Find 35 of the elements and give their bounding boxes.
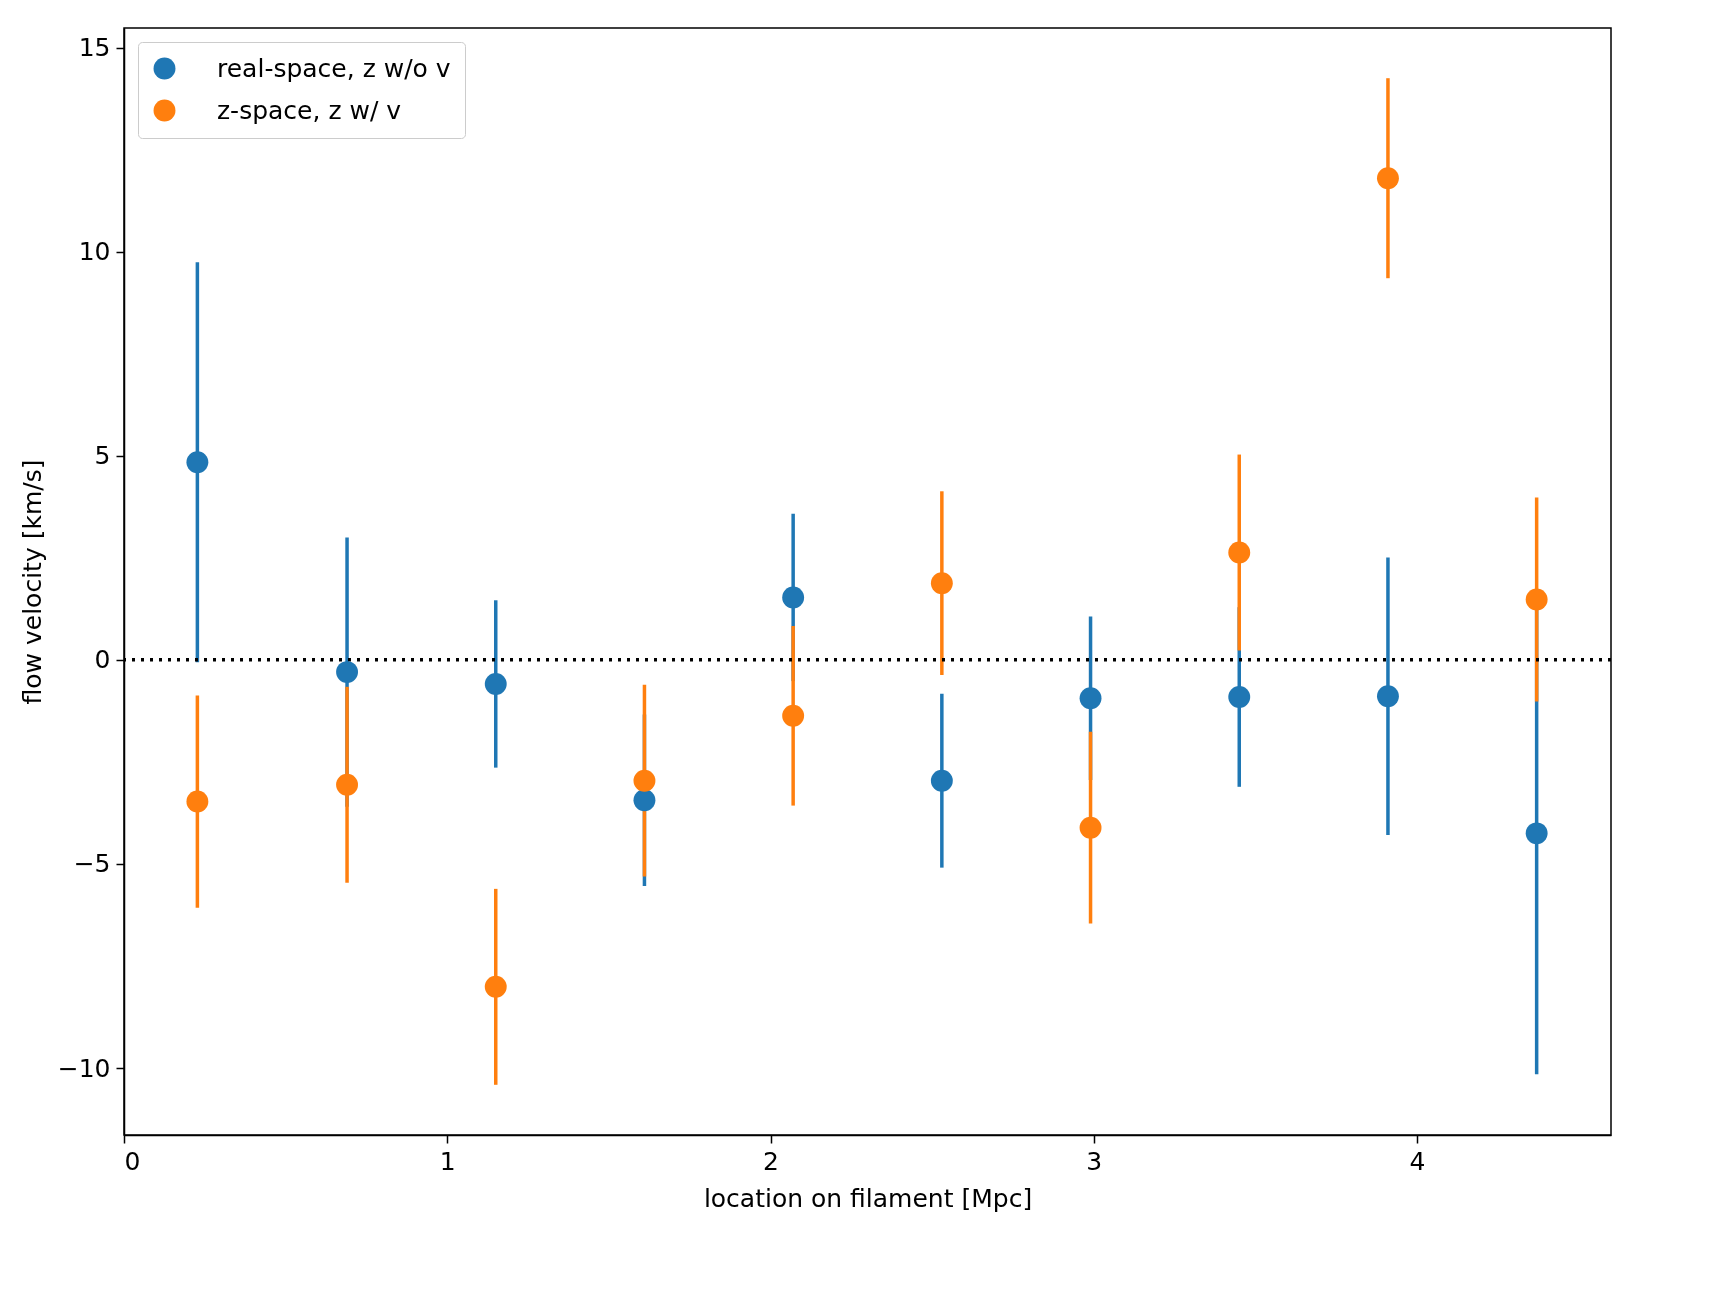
y-axis-title: flow velocity [km/s] bbox=[17, 459, 47, 705]
x-axis-title: location on filament [Mpc] bbox=[703, 1183, 1033, 1213]
y-tick-label: 5 bbox=[94, 441, 111, 471]
y-tick-label: 0 bbox=[94, 645, 111, 675]
point bbox=[336, 773, 358, 796]
x-tick-label: 2 bbox=[763, 1146, 779, 1176]
point bbox=[930, 769, 953, 792]
legend-label: real-space, z w/o v bbox=[217, 53, 451, 83]
point bbox=[633, 769, 656, 792]
y-tick-label: −5 bbox=[73, 849, 111, 879]
point bbox=[484, 673, 507, 695]
x-tick-label: 3 bbox=[1086, 1146, 1103, 1176]
x-tick-label: 0 bbox=[124, 1146, 141, 1176]
point bbox=[782, 704, 805, 727]
point bbox=[1228, 541, 1251, 564]
point bbox=[1079, 816, 1102, 839]
x-tick-label: 1 bbox=[439, 1146, 456, 1176]
y-tick-label: −10 bbox=[57, 1053, 111, 1083]
point bbox=[484, 975, 507, 998]
point bbox=[1525, 822, 1548, 845]
y-tick-label: 15 bbox=[78, 33, 111, 63]
x-tick-label: 4 bbox=[1409, 1146, 1426, 1176]
point bbox=[633, 789, 656, 812]
point bbox=[1377, 167, 1399, 190]
legend-label: z-space, z w/ v bbox=[217, 95, 402, 125]
point bbox=[782, 586, 805, 609]
point bbox=[1377, 685, 1399, 708]
point bbox=[336, 661, 358, 684]
point bbox=[1525, 588, 1548, 611]
point bbox=[930, 572, 953, 595]
point bbox=[186, 790, 209, 813]
point bbox=[1079, 687, 1102, 710]
y-tick-label: 10 bbox=[78, 237, 111, 267]
point bbox=[1228, 686, 1251, 708]
point bbox=[186, 451, 209, 474]
